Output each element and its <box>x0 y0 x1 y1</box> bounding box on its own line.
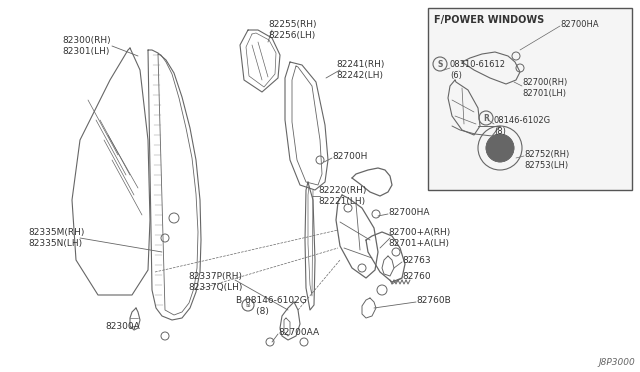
Text: 08310-61612
(6): 08310-61612 (6) <box>450 60 506 80</box>
Text: 82300A: 82300A <box>105 322 140 331</box>
Text: 82700+A(RH)
82701+A(LH): 82700+A(RH) 82701+A(LH) <box>388 228 451 248</box>
FancyBboxPatch shape <box>428 8 632 190</box>
Text: 82763: 82763 <box>402 256 431 265</box>
Text: J8P3000: J8P3000 <box>598 358 635 367</box>
Text: F/POWER WINDOWS: F/POWER WINDOWS <box>434 15 544 25</box>
Text: 82700HA: 82700HA <box>388 208 429 217</box>
Text: 82337P(RH)
82337Q(LH): 82337P(RH) 82337Q(LH) <box>188 272 243 292</box>
Circle shape <box>486 134 514 162</box>
Text: 82700HA: 82700HA <box>560 20 598 29</box>
Text: 82760B: 82760B <box>416 296 451 305</box>
Text: 82760: 82760 <box>402 272 431 281</box>
Text: B: B <box>246 302 250 308</box>
Text: 82300(RH)
82301(LH): 82300(RH) 82301(LH) <box>62 36 111 56</box>
Text: 82752(RH)
82753(LH): 82752(RH) 82753(LH) <box>524 150 569 170</box>
Text: 82335M(RH)
82335N(LH): 82335M(RH) 82335N(LH) <box>28 228 84 248</box>
Text: 82700H: 82700H <box>332 152 367 161</box>
Text: 82220(RH)
82221(LH): 82220(RH) 82221(LH) <box>318 186 366 206</box>
Text: 82255(RH)
82256(LH): 82255(RH) 82256(LH) <box>268 20 317 40</box>
Text: R: R <box>483 113 489 122</box>
Text: 82700AA: 82700AA <box>278 328 319 337</box>
Text: 82241(RH)
82242(LH): 82241(RH) 82242(LH) <box>336 60 385 80</box>
Text: 82700(RH)
82701(LH): 82700(RH) 82701(LH) <box>522 78 567 98</box>
Text: S: S <box>437 60 443 68</box>
Text: B 08146-6102G
       (8): B 08146-6102G (8) <box>236 296 307 316</box>
Text: 08146-6102G
(8): 08146-6102G (8) <box>494 116 551 136</box>
